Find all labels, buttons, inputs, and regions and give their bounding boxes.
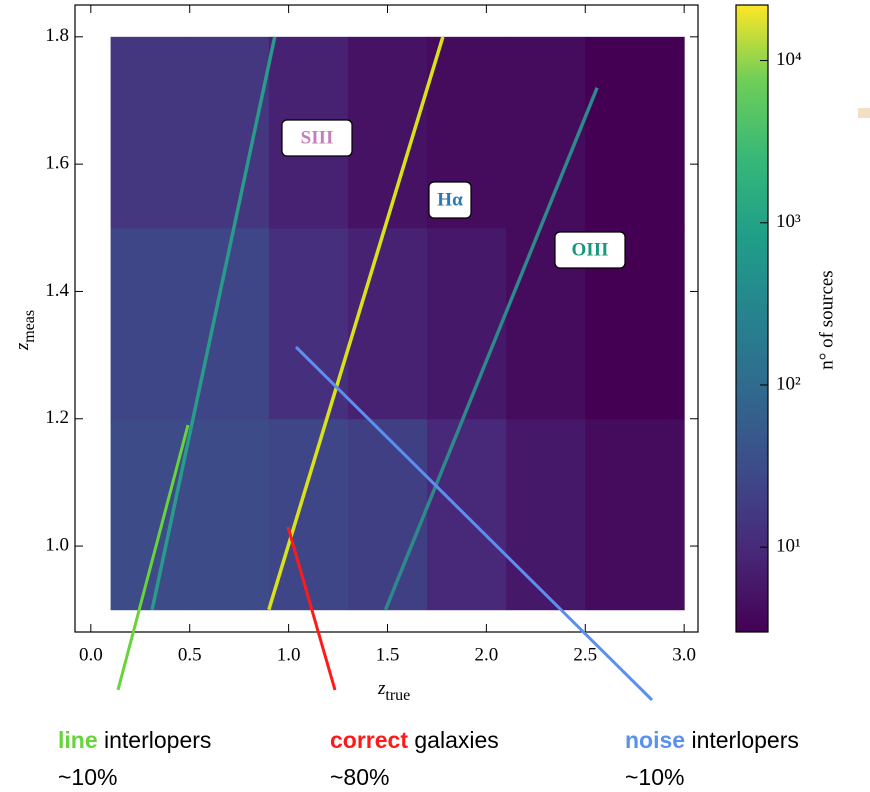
x-axis-sub: true — [385, 687, 410, 704]
colorbar-tick-label: 10¹ — [776, 536, 801, 557]
annotation-keyword: correct — [330, 727, 408, 753]
annotation-share: ~10% — [58, 764, 117, 790]
colorbar — [735, 4, 769, 633]
annotation-rest: interlopers — [104, 727, 211, 753]
annotation-text: noise interlopers — [625, 727, 799, 753]
density-cell — [189, 418, 270, 611]
annotation-pointer — [294, 345, 654, 702]
y-axis-label: zmeas — [12, 310, 37, 351]
density-cell — [585, 418, 685, 611]
colorbar-label: n° of sources — [816, 270, 837, 369]
line-label-box — [428, 181, 472, 219]
density-cell — [110, 227, 191, 420]
x-tick-label: 1.0 — [277, 644, 301, 665]
density-cell — [110, 418, 191, 611]
density-cell — [506, 36, 586, 229]
annotation-keyword: noise — [625, 727, 685, 753]
x-axis-label: ztrue — [377, 678, 410, 703]
line-label: SIII — [301, 127, 334, 148]
annotation-pointer — [116, 424, 190, 691]
annotation-text: correct galaxies — [330, 727, 499, 753]
y-tick-label: 1.6 — [45, 152, 69, 173]
annotation-share: ~80% — [330, 764, 389, 790]
density-cell — [189, 227, 270, 420]
density — [110, 36, 685, 611]
density-cell — [427, 227, 507, 420]
annotation-text: line interlopers — [58, 727, 211, 753]
x-tick-label: 2.5 — [573, 644, 597, 665]
line-label-box — [554, 231, 626, 269]
plot-frame — [74, 4, 699, 633]
density-cell — [347, 418, 428, 611]
density-cell — [268, 418, 349, 611]
density-cell — [347, 227, 428, 420]
y-axis-sub: meas — [21, 310, 38, 343]
y-tick-label: 1.2 — [45, 407, 69, 428]
y-axis-var: z — [12, 342, 33, 351]
x-axis-var: z — [377, 678, 386, 699]
annotation-keyword: line — [58, 727, 98, 753]
density-cell — [585, 36, 685, 229]
colorbar-tick-label: 10³ — [776, 211, 801, 232]
x-tick-label: 0.0 — [79, 644, 103, 665]
y-tick-label: 1.4 — [45, 280, 69, 301]
x-tick-label: 1.5 — [376, 644, 400, 665]
density-cell — [506, 418, 586, 611]
y-tick-label: 1.8 — [45, 25, 69, 46]
x-tick-label: 2.0 — [475, 644, 499, 665]
colorbar-tick-label: 10² — [776, 373, 801, 394]
annotation-rest: interlopers — [691, 727, 798, 753]
y-tick-label: 1.0 — [45, 534, 69, 555]
line-label-box — [281, 119, 353, 157]
colorbar-tick-label: 10⁴ — [776, 49, 802, 70]
density-cell — [189, 36, 270, 229]
emission-line — [267, 36, 445, 611]
x-tick-label: 0.5 — [178, 644, 202, 665]
thumbnail — [858, 108, 870, 118]
line-label: Hα — [437, 189, 463, 210]
annotation-rest: galaxies — [414, 727, 498, 753]
emission-line — [383, 87, 599, 611]
emission-line — [150, 36, 277, 611]
annotation-pointer — [286, 526, 337, 691]
density-cell — [110, 36, 191, 229]
line-label: OIII — [572, 239, 609, 260]
annotation-share: ~10% — [625, 764, 684, 790]
x-tick-label: 3.0 — [672, 644, 696, 665]
